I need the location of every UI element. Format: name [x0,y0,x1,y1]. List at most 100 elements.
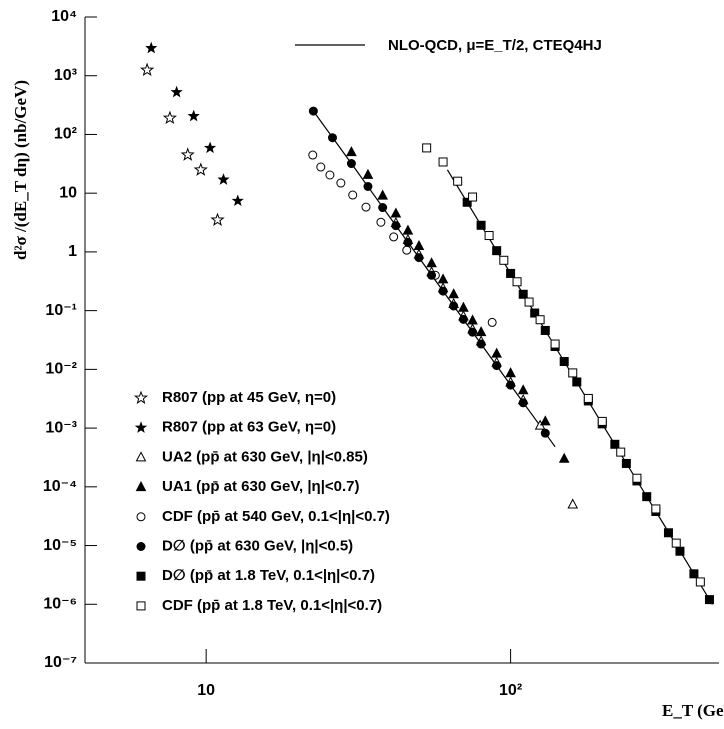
y-tick-label: 10⁻⁷ [44,654,77,671]
marker [187,109,200,122]
marker [389,232,399,242]
marker [438,286,448,296]
legend-label: UA1 (pp̄ at 630 GeV, |η|<0.7) [162,478,360,495]
marker [327,133,337,143]
marker [316,162,326,172]
marker [616,447,626,457]
marker [217,173,230,185]
marker [484,231,494,241]
marker [530,308,540,318]
marker [180,147,195,161]
marker [325,170,335,180]
marker [346,146,357,157]
y-tick-label: 10⁻³ [45,419,77,436]
marker [308,106,318,116]
legend-label: D∅ (pp̄ at 630 GeV, |η|<0.5) [162,537,353,554]
marker [689,569,699,579]
marker [524,297,534,307]
marker [193,162,208,176]
marker [621,458,631,468]
marker [210,212,225,226]
legend-marker [136,542,146,551]
y-tick-label: 10⁻² [45,361,77,378]
legend-label: D∅ (pp̄ at 1.8 TeV, 0.1<|η|<0.7) [162,567,375,584]
marker [462,197,472,207]
legend-label: CDF (pp̄ at 1.8 TeV, 0.1<|η|<0.7) [162,597,382,614]
marker [162,110,177,125]
marker [346,159,356,169]
marker [413,239,425,251]
marker [558,452,570,463]
marker [540,428,550,438]
marker [491,347,502,358]
marker [203,141,217,154]
legend-marker [133,390,149,405]
marker [518,398,528,408]
marker [475,326,487,337]
marker [704,595,714,605]
marker [572,377,582,387]
marker [361,202,371,212]
legend-marker [135,451,147,462]
marker [499,255,509,265]
y-tick-label: 10⁻⁶ [43,595,77,612]
y-tick-label: 1 [68,243,77,260]
marker [402,245,412,255]
marker [559,357,569,367]
marker [583,393,593,403]
legend-label: UA2 (pp̄ at 630 GeV, |η|<0.85) [162,448,368,465]
y-tick-label: 10⁻⁵ [43,537,77,554]
marker [170,85,183,98]
marker [427,270,437,280]
marker [438,157,448,167]
legend-label: R807 (pp at 45 GeV, η=0) [162,389,336,406]
marker [487,317,497,327]
marker [642,492,652,502]
marker [492,246,502,256]
marker [535,315,545,325]
x-tick-label: 10 [197,682,215,699]
marker [376,217,386,227]
marker [492,361,502,371]
marker [506,268,516,278]
x-axis-title: E_T (GeV) [662,701,724,720]
marker [390,207,402,218]
marker [453,176,463,186]
marker [458,301,469,312]
x-tick-label: 10² [499,682,522,699]
marker [403,237,413,247]
marker [231,194,244,207]
legend-marker [136,512,146,522]
marker [414,253,424,263]
marker [695,577,705,587]
marker [517,384,529,395]
legend-marker [136,571,146,581]
marker [518,289,528,299]
marker [512,277,522,287]
marker [448,288,459,299]
marker [610,439,620,449]
marker [540,325,550,335]
marker [550,339,560,349]
y-tick-label: 10² [54,126,77,143]
legend-marker [135,481,147,492]
marker [336,178,346,188]
marker [567,498,579,509]
marker [467,314,478,325]
marker [363,181,373,191]
marker [145,41,158,54]
marker [505,367,516,378]
marker [539,415,551,426]
marker [362,168,374,179]
y-tick-label: 10⁴ [51,8,77,25]
marker [651,504,661,514]
marker [506,380,516,390]
y-tick-label: 10⁻¹ [45,302,77,319]
y-tick-label: 10³ [54,67,77,84]
curve-legend-label: NLO-QCD, μ=E_T/2, CTEQ4HJ [388,37,602,54]
marker [426,257,437,268]
marker [391,221,401,231]
y-tick-label: 10 [59,184,77,201]
marker [458,314,468,324]
